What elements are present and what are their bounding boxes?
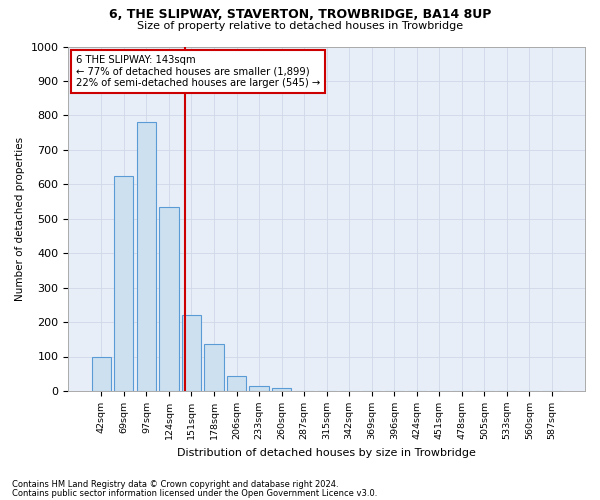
Bar: [114, 176, 133, 391]
Text: 6 THE SLIPWAY: 143sqm
← 77% of detached houses are smaller (1,899)
22% of semi-d: 6 THE SLIPWAY: 143sqm ← 77% of detached …: [76, 55, 320, 88]
Bar: [92, 356, 111, 391]
Bar: [205, 344, 224, 391]
Text: Contains public sector information licensed under the Open Government Licence v3: Contains public sector information licen…: [12, 489, 377, 498]
Text: Size of property relative to detached houses in Trowbridge: Size of property relative to detached ho…: [137, 21, 463, 31]
Bar: [250, 386, 269, 391]
Bar: [182, 315, 201, 391]
X-axis label: Distribution of detached houses by size in Trowbridge: Distribution of detached houses by size …: [177, 448, 476, 458]
Bar: [272, 388, 291, 391]
Y-axis label: Number of detached properties: Number of detached properties: [15, 136, 25, 301]
Text: Contains HM Land Registry data © Crown copyright and database right 2024.: Contains HM Land Registry data © Crown c…: [12, 480, 338, 489]
Bar: [227, 376, 246, 391]
Bar: [137, 122, 156, 391]
Text: 6, THE SLIPWAY, STAVERTON, TROWBRIDGE, BA14 8UP: 6, THE SLIPWAY, STAVERTON, TROWBRIDGE, B…: [109, 8, 491, 20]
Bar: [160, 206, 179, 391]
